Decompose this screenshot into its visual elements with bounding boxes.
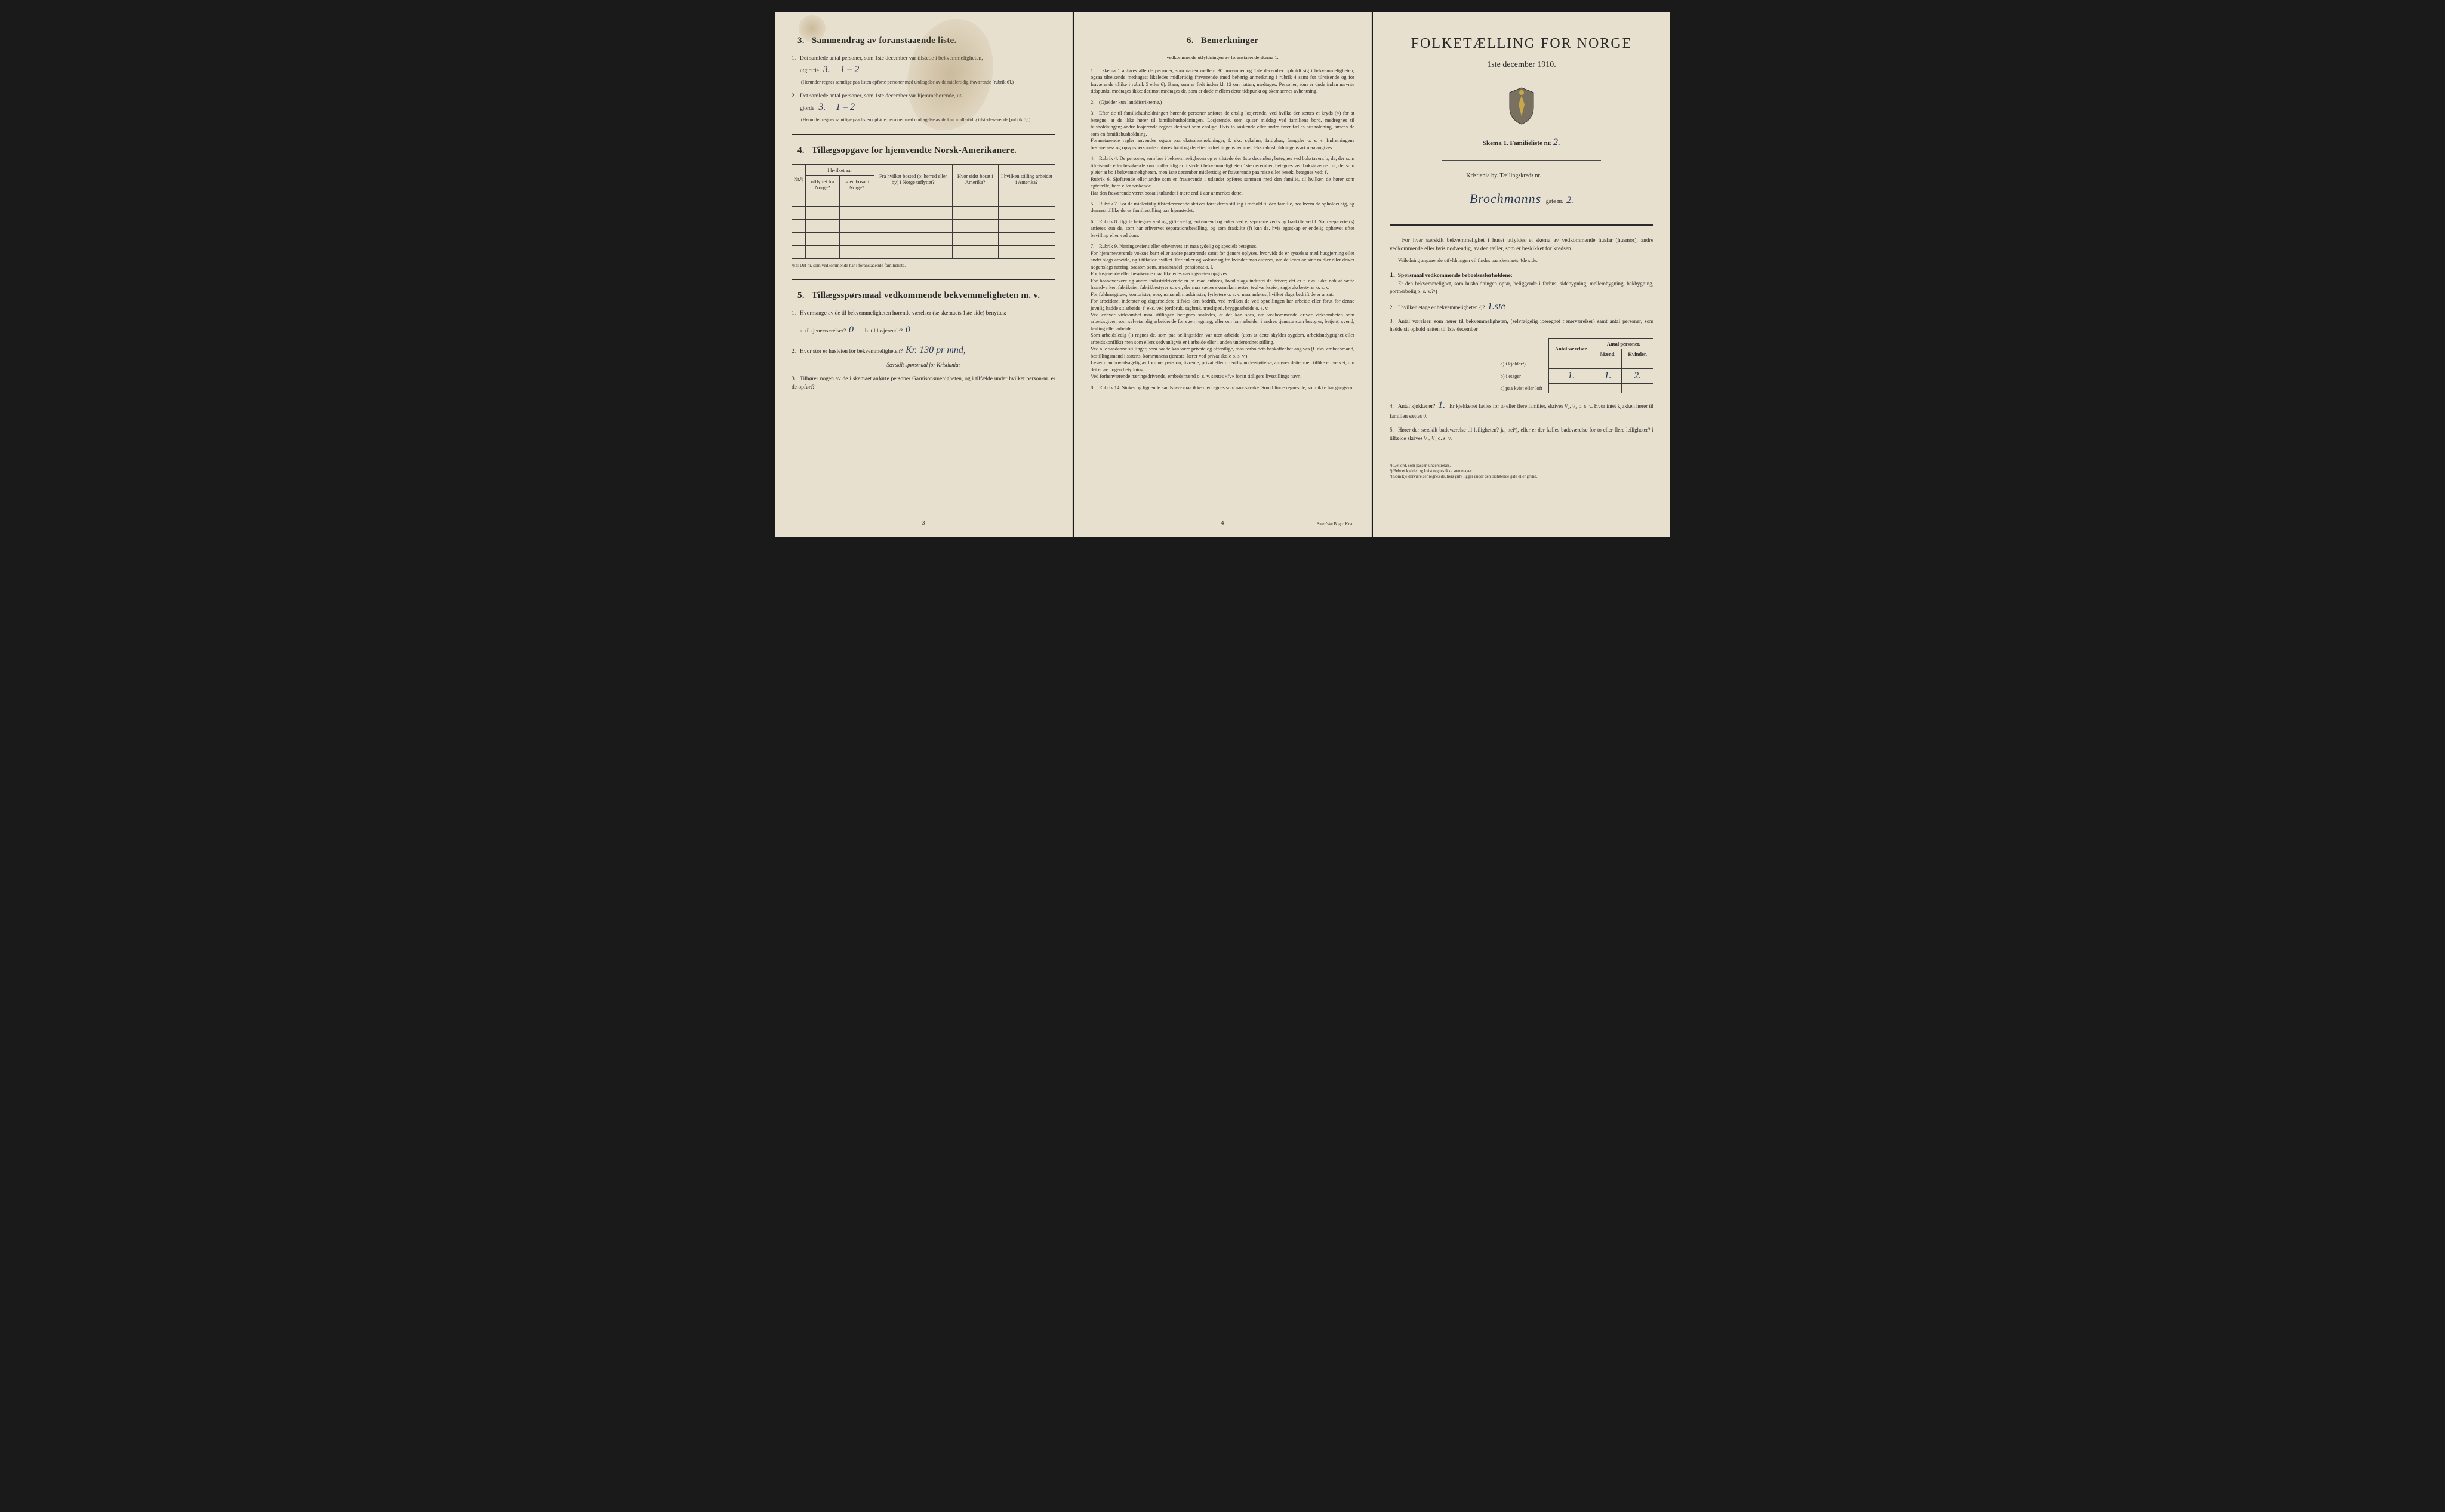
col-occupation: I hvilken stilling arbeidet i Amerika?	[998, 165, 1055, 193]
item-1: 1.Hvormange av de til bekvemmeligheten h…	[792, 309, 1055, 337]
handwritten-value: 0	[849, 325, 854, 335]
skema-line: Skema 1. Familieliste nr. 2.	[1390, 137, 1653, 148]
item-2: 2.Hvor stor er husleien for bekvemmeligh…	[792, 343, 1055, 369]
handwritten-value: 1.	[1605, 371, 1612, 381]
question-5: 5.Hører der særskilt badeværelse til lei…	[1390, 426, 1653, 442]
col-women: Kvinder.	[1622, 349, 1653, 359]
remark-6: 6.Rubrik 8. Ugifte betegnes ved ug, gift…	[1091, 218, 1354, 239]
page-cover: FOLKETÆLLING FOR NORGE 1ste december 191…	[1373, 12, 1670, 537]
intro-note: Veiledning angaaende utfyldningen vil fi…	[1390, 257, 1653, 263]
questions-title: 1. Spørsmaal vedkommende beboelsesforhol…	[1390, 269, 1653, 280]
table-row: a) i kjelder³)	[1495, 359, 1653, 368]
question-list: 1.Er den bekvemmelighet, som husholdning…	[1390, 280, 1653, 334]
handwritten-value: Kr. 130 pr mnd,	[906, 345, 966, 355]
remark-2: 2.(Gjælder kun landdistrikterne.)	[1091, 99, 1354, 106]
section-6-title: 6.Bemerkninger	[1091, 36, 1354, 46]
handwritten-value: 1.ste	[1488, 301, 1505, 312]
section-5-title: 5.Tillægsspørsmaal vedkommende bekvemmel…	[797, 291, 1055, 301]
intro-text: For hver særskilt bekvemmelighet i huset…	[1390, 236, 1653, 254]
col-nr: Nr.¹)	[792, 165, 806, 193]
footnote: ¹) ɔ: Det nr. som vedkommende har i fora…	[792, 263, 1055, 268]
col-emigrated: utflyttet fra Norge?	[806, 176, 840, 193]
remark-4: 4.Rubrik 4. De personer, som bor i bekve…	[1091, 155, 1354, 196]
item-2: 2.Det samlede antal personer, som 1ste d…	[792, 92, 1055, 124]
norwegian-american-table: Nr.¹) I hvilket aar Fra hvilket bosted (…	[792, 164, 1055, 259]
handwritten-value: 2.	[1553, 137, 1560, 147]
item-3: 3.Tilhører nogen av de i skemaet anførte…	[792, 375, 1055, 392]
handwritten-value: 1 – 2	[836, 102, 855, 112]
col-men: Mænd.	[1594, 349, 1622, 359]
page-4: 6.Bemerkninger vedkommende utfyldningen …	[1074, 12, 1372, 537]
remark-5: 5.Rubrik 7. For de midlertidig tilstedev…	[1091, 201, 1354, 214]
section-3-title: 3.Sammendrag av foranstaaende liste.	[797, 36, 1055, 46]
street-line: Brochmanns gate nr. 2.	[1390, 191, 1653, 207]
handwritten-value: 2.	[1566, 195, 1573, 205]
table-row	[792, 246, 1055, 259]
remark-1: 1.I skema 1 anføres alle de personer, so…	[1091, 67, 1354, 95]
handwritten-value: 1 – 2	[840, 64, 859, 75]
sub-title: 1ste december 1910.	[1390, 60, 1653, 70]
page-3: 3.Sammendrag av foranstaaende liste. 1.D…	[775, 12, 1073, 537]
col-rooms: Antal værelser.	[1548, 338, 1594, 359]
table-row	[792, 207, 1055, 220]
col-returned: igjen bosat i Norge?	[839, 176, 874, 193]
col-from: Fra hvilket bosted (ɔ: herred eller by) …	[874, 165, 952, 193]
rooms-table: Antal værelser. Antal personer. Mænd. Kv…	[1495, 338, 1653, 393]
handwritten-value: 1.	[1568, 371, 1575, 381]
section-6-subtitle: vedkommende utfyldningen av foranstaaend…	[1091, 54, 1354, 60]
coat-of-arms-icon	[1507, 87, 1536, 125]
col-residence: Hvor sidst bosat i Amerika?	[952, 165, 998, 193]
question-4: 4.Antal kjøkkener? 1. Er kjøkkenet fælle…	[1390, 398, 1653, 421]
main-title: FOLKETÆLLING FOR NORGE	[1390, 36, 1653, 52]
page-number: 3	[922, 520, 925, 526]
table-row: c) paa kvist eller loft	[1495, 383, 1653, 393]
handwritten-value: 2.	[1634, 371, 1641, 381]
table-row: b) i etager 1. 1. 2.	[1495, 368, 1653, 383]
page-number: 4	[1221, 520, 1224, 526]
handwritten-value: 1.	[1438, 400, 1445, 410]
remark-8: 8.Rubrik 14. Sinker og lignende aandsløv…	[1091, 384, 1354, 391]
handwritten-street: Brochmanns	[1470, 191, 1541, 206]
handwritten-value: 0	[906, 325, 910, 335]
handwritten-value: 3.	[818, 102, 826, 112]
col-persons: Antal personer.	[1594, 338, 1653, 349]
table-row	[792, 193, 1055, 207]
table-row	[792, 220, 1055, 233]
footnotes: ¹) Det ord, som passer, understrekes. ²)…	[1390, 463, 1653, 479]
item-1: 1.Det samlede antal personer, som 1ste d…	[792, 54, 1055, 86]
section-4-title: 4.Tillægsopgave for hjemvendte Norsk-Ame…	[797, 146, 1055, 156]
handwritten-value: 3.	[823, 64, 830, 75]
city-line: Kristiania by. Tællingskreds nr.	[1390, 173, 1653, 179]
census-document: 3.Sammendrag av foranstaaende liste. 1.D…	[775, 12, 1670, 537]
remark-7: 7.Rubrik 9. Næringsveiens eller erhverve…	[1091, 243, 1354, 380]
remark-3: 3.Efter de til familiehusholdningen høre…	[1091, 110, 1354, 151]
col-year: I hvilket aar	[806, 165, 874, 176]
printer-credit: Steen'ske Bogtr. Kr.a.	[1317, 522, 1353, 526]
table-row	[792, 233, 1055, 246]
